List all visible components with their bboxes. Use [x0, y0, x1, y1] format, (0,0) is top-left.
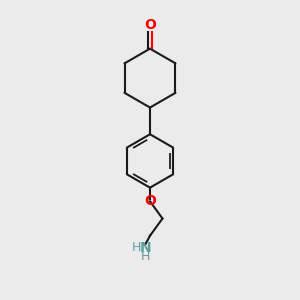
Text: H: H [140, 250, 150, 263]
Text: O: O [144, 18, 156, 32]
Text: N: N [140, 241, 151, 255]
Text: H: H [132, 241, 141, 254]
Text: O: O [144, 194, 156, 208]
